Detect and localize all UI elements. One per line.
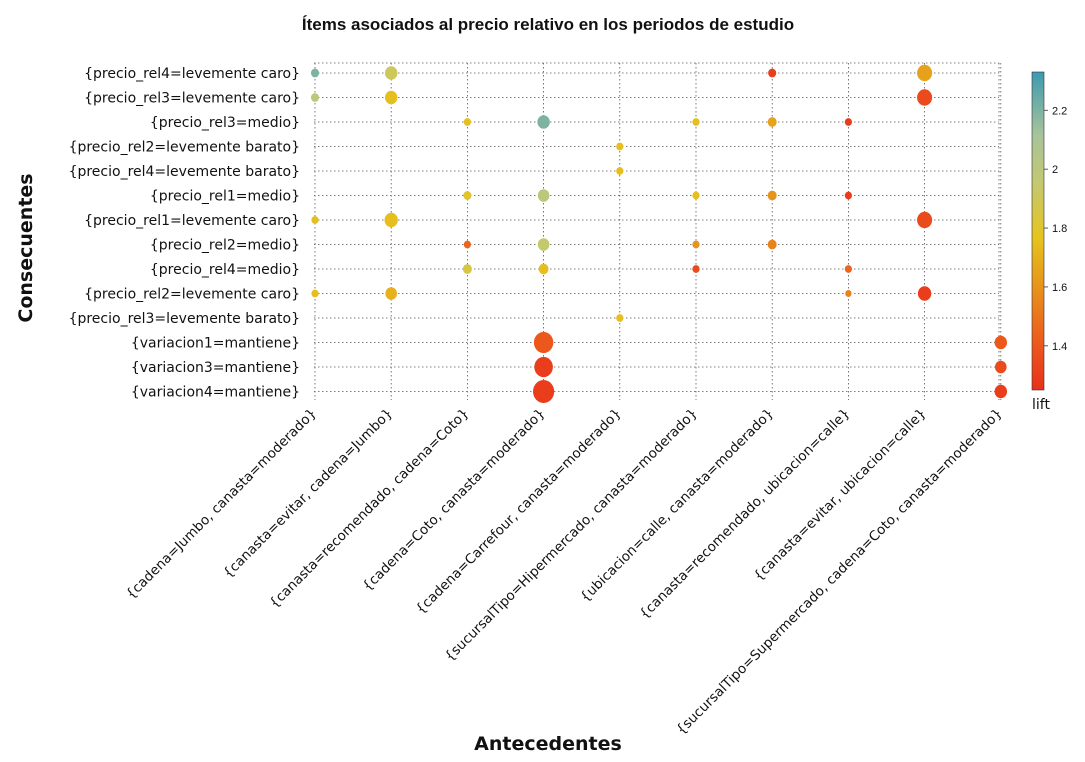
data-point bbox=[917, 211, 933, 229]
data-point bbox=[917, 64, 933, 82]
data-point bbox=[384, 212, 398, 228]
data-point bbox=[917, 89, 933, 106]
grid bbox=[314, 62, 1002, 400]
x-tick-label: {sucursalTipo=Hipermercado, canasta=mode… bbox=[442, 406, 701, 665]
data-point bbox=[311, 216, 319, 224]
data-point bbox=[538, 263, 549, 275]
y-tick-label: {precio_rel4=levemente barato} bbox=[69, 164, 300, 180]
y-tick-label: {precio_rel3=levemente caro} bbox=[84, 91, 300, 107]
y-axis-ticks: {precio_rel4=levemente caro} {precio_rel3… bbox=[69, 66, 300, 401]
data-point bbox=[692, 118, 700, 126]
y-tick-label: {precio_rel2=levemente barato} bbox=[69, 140, 300, 156]
data-point bbox=[845, 290, 852, 297]
chart-title: Ítems asociados al precio relativo en lo… bbox=[302, 15, 794, 34]
data-point bbox=[537, 238, 550, 251]
data-point bbox=[616, 314, 624, 322]
colorbar-tick-label: 1.4 bbox=[1052, 341, 1067, 353]
y-tick-label: {precio_rel2=medio} bbox=[150, 238, 300, 254]
data-point bbox=[310, 68, 320, 78]
data-point bbox=[463, 240, 472, 249]
data-point bbox=[616, 142, 624, 151]
y-tick-label: {variacion4=mantiene} bbox=[131, 385, 300, 401]
y-tick-label: {precio_rel2=levemente caro} bbox=[84, 287, 300, 303]
data-point bbox=[692, 191, 700, 200]
data-point bbox=[767, 117, 777, 127]
data-point bbox=[533, 331, 554, 354]
colorbar: 1.4 1.6 1.8 2 2.2 lift bbox=[1031, 71, 1067, 413]
data-point bbox=[537, 189, 550, 202]
data-point bbox=[844, 191, 853, 200]
y-axis-title: Consecuentes bbox=[15, 173, 37, 322]
colorbar-ticks: 1.4 1.6 1.8 2 2.2 bbox=[1044, 105, 1067, 353]
x-axis-ticks: {cadena=Jumbo, canasta=moderado}{canasta… bbox=[123, 406, 1006, 738]
data-point bbox=[537, 115, 550, 129]
y-tick-label: {precio_rel4=levemente caro} bbox=[84, 66, 300, 82]
data-point bbox=[917, 286, 932, 301]
colorbar-gradient bbox=[1031, 71, 1045, 391]
data-point bbox=[384, 66, 398, 80]
x-tick-label: {canasta=evitar, cadena=Jumbo} bbox=[220, 406, 396, 582]
data-point bbox=[463, 191, 472, 200]
data-point bbox=[767, 239, 777, 250]
data-point bbox=[692, 240, 700, 249]
data-point bbox=[462, 264, 472, 274]
colorbar-tick-label: 1.8 bbox=[1052, 223, 1067, 235]
data-point bbox=[310, 93, 320, 102]
y-tick-label: {variacion3=mantiene} bbox=[131, 360, 300, 376]
data-point bbox=[994, 384, 1008, 399]
colorbar-tick-label: 2.2 bbox=[1052, 105, 1067, 117]
y-tick-label: {precio_rel3=medio} bbox=[150, 115, 300, 131]
x-axis-title: Antecedentes bbox=[474, 733, 622, 755]
data-point bbox=[384, 90, 398, 105]
data-point bbox=[995, 360, 1007, 374]
data-point bbox=[768, 68, 777, 78]
data-point bbox=[616, 167, 624, 175]
data-point bbox=[692, 265, 700, 273]
data-point bbox=[844, 265, 853, 273]
points bbox=[310, 64, 1008, 404]
colorbar-label: lift bbox=[1032, 397, 1050, 413]
y-tick-label: {precio_rel4=medio} bbox=[150, 262, 300, 278]
colorbar-tick-label: 1.6 bbox=[1052, 282, 1067, 294]
data-point bbox=[534, 356, 553, 378]
data-point bbox=[311, 289, 319, 298]
data-point bbox=[767, 190, 777, 201]
x-tick-label: {canasta=evitar, ubicacion=calle} bbox=[751, 406, 930, 585]
data-point bbox=[385, 287, 397, 300]
y-tick-label: {precio_rel1=levemente caro} bbox=[84, 213, 300, 229]
data-point bbox=[844, 118, 853, 126]
data-point bbox=[994, 335, 1008, 350]
data-point bbox=[532, 379, 555, 404]
colorbar-tick-label: 2 bbox=[1052, 164, 1058, 176]
y-tick-label: {precio_rel3=levemente barato} bbox=[69, 311, 300, 327]
y-tick-label: {variacion1=mantiene} bbox=[131, 336, 300, 352]
data-point bbox=[463, 118, 472, 126]
y-tick-label: {precio_rel1=medio} bbox=[150, 189, 300, 205]
